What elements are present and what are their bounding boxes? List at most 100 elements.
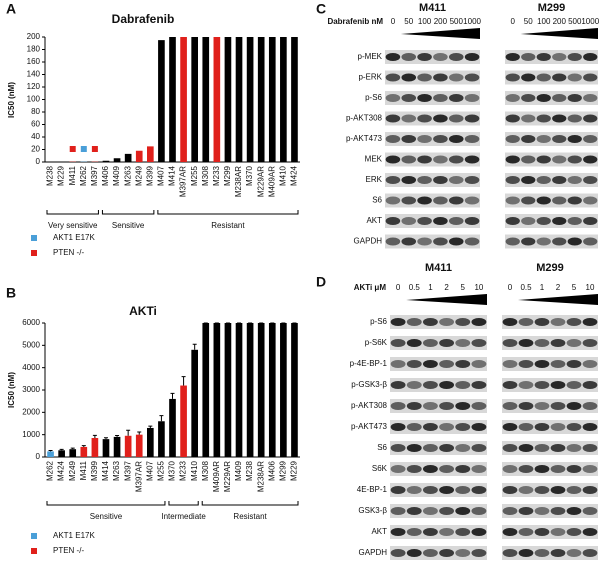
bar bbox=[257, 323, 265, 457]
x-tick-label: M399 bbox=[145, 165, 154, 186]
blot-band bbox=[536, 196, 551, 205]
panel-label: C bbox=[316, 1, 326, 17]
blot-row-label: GSK3-β bbox=[358, 506, 387, 515]
blot-band bbox=[433, 237, 448, 246]
blot-band bbox=[401, 94, 417, 102]
blot-band bbox=[566, 528, 582, 536]
blot-band bbox=[439, 381, 455, 389]
blot-band bbox=[534, 528, 550, 536]
dose-label: 5 bbox=[572, 283, 577, 292]
x-tick-label: M308 bbox=[201, 165, 210, 186]
blot-band bbox=[417, 196, 432, 205]
bar bbox=[113, 158, 121, 162]
blot-band bbox=[566, 360, 582, 368]
blot-band bbox=[401, 73, 417, 82]
dose-label: 500 bbox=[568, 17, 582, 26]
x-tick-label: M410 bbox=[278, 165, 287, 186]
blot-band bbox=[550, 402, 566, 410]
y-axis-label: IC50 (nM) bbox=[7, 82, 16, 118]
blot-band bbox=[448, 217, 464, 225]
blot-band bbox=[518, 339, 534, 347]
blot-band bbox=[390, 423, 406, 431]
y-tick-label: 60 bbox=[31, 120, 40, 129]
blot-band bbox=[422, 402, 438, 410]
blot-band bbox=[505, 135, 520, 143]
y-tick-label: 120 bbox=[27, 82, 41, 91]
blot-band bbox=[471, 339, 487, 347]
blot-band bbox=[448, 53, 464, 61]
blot-band bbox=[583, 155, 598, 164]
blot-band bbox=[422, 423, 438, 431]
bar bbox=[235, 37, 243, 162]
blot-band bbox=[464, 196, 480, 205]
blot-band bbox=[422, 360, 438, 368]
blot-row-label: p-AKT473 bbox=[346, 134, 383, 143]
error-bar bbox=[81, 445, 86, 447]
bar bbox=[213, 323, 221, 457]
bar bbox=[69, 449, 77, 457]
blot-band bbox=[417, 73, 432, 82]
bar bbox=[124, 153, 132, 162]
blot-band bbox=[550, 423, 566, 431]
blot-row-label: p-4E-BP-1 bbox=[350, 359, 388, 368]
error-bar bbox=[59, 448, 64, 451]
error-bar bbox=[170, 392, 175, 399]
dose-label: 200 bbox=[553, 17, 567, 26]
blot-band bbox=[521, 53, 536, 61]
blot-band bbox=[433, 196, 448, 205]
x-tick-label: M263 bbox=[123, 165, 132, 186]
bar bbox=[135, 434, 143, 457]
blot-band bbox=[550, 528, 566, 536]
x-tick-label: M411 bbox=[79, 460, 88, 480]
blot-band bbox=[502, 360, 518, 368]
blot-band bbox=[502, 528, 518, 536]
bar bbox=[224, 323, 232, 457]
bar bbox=[268, 323, 276, 457]
error-bar bbox=[103, 437, 108, 440]
bar bbox=[47, 451, 54, 457]
blot-band bbox=[433, 135, 448, 143]
treatment-label: Dabrafenib nM bbox=[327, 17, 383, 26]
x-tick-label: M249 bbox=[134, 165, 143, 186]
bar bbox=[246, 323, 254, 457]
blot-band bbox=[464, 135, 480, 143]
blot-band bbox=[464, 114, 480, 123]
dose-label: 100 bbox=[537, 17, 551, 26]
blot-band bbox=[471, 528, 487, 536]
blot-band bbox=[552, 155, 567, 164]
blot-band bbox=[567, 237, 582, 246]
x-tick-label: M233 bbox=[179, 460, 188, 481]
blot-band bbox=[567, 73, 582, 82]
blot-row-label: GAPDH bbox=[359, 548, 388, 557]
dose-label: 5 bbox=[461, 283, 466, 292]
error-bar bbox=[192, 343, 197, 350]
error-bar bbox=[137, 431, 142, 435]
blot-band bbox=[401, 114, 417, 123]
blot-band bbox=[583, 237, 598, 246]
dose-wedge bbox=[406, 294, 487, 305]
blot-band bbox=[567, 114, 582, 123]
blot-band bbox=[455, 528, 471, 536]
dose-label: 0 bbox=[511, 17, 516, 26]
bar bbox=[113, 436, 121, 457]
blot-band bbox=[455, 549, 471, 557]
blot-band bbox=[406, 465, 422, 473]
blot-band bbox=[385, 155, 401, 164]
bar bbox=[202, 323, 210, 457]
blot-band bbox=[583, 217, 598, 225]
x-tick-label: M255 bbox=[157, 460, 166, 481]
blot-band bbox=[566, 549, 582, 557]
blot-band bbox=[433, 94, 448, 102]
cell-line-label: M411 bbox=[419, 2, 446, 14]
blot-band bbox=[550, 318, 566, 326]
blot-row-label: ERK bbox=[366, 175, 383, 184]
cell-line-label: M299 bbox=[538, 2, 566, 14]
bar bbox=[169, 398, 176, 457]
blot-band bbox=[471, 444, 487, 452]
blot-band bbox=[582, 402, 598, 410]
blot-band bbox=[406, 423, 422, 431]
blot-band bbox=[583, 94, 598, 102]
bar bbox=[158, 421, 165, 457]
x-tick-label: M409 bbox=[234, 460, 243, 481]
